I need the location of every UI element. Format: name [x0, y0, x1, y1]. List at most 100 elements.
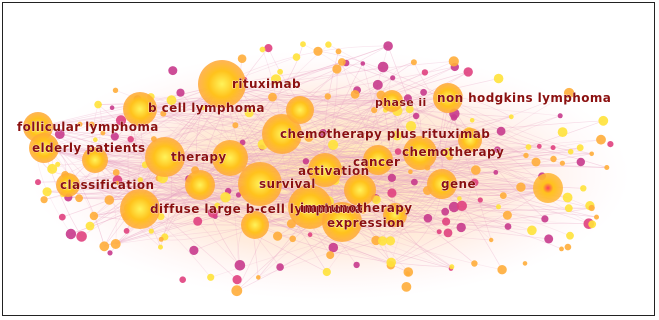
- minor-node[interactable]: [109, 105, 115, 110]
- minor-node[interactable]: [566, 231, 574, 240]
- label-expression[interactable]: expression: [327, 216, 405, 231]
- minor-node[interactable]: [112, 87, 119, 94]
- minor-node[interactable]: [420, 88, 427, 96]
- minor-node[interactable]: [77, 121, 83, 127]
- minor-node[interactable]: [401, 282, 412, 292]
- minor-node[interactable]: [448, 201, 460, 213]
- minor-node[interactable]: [353, 261, 360, 269]
- node-b-cell-lymphoma[interactable]: [123, 92, 157, 126]
- minor-node[interactable]: [110, 239, 121, 249]
- node-activation[interactable]: [308, 153, 342, 187]
- minor-node[interactable]: [232, 275, 242, 285]
- minor-node[interactable]: [112, 169, 120, 176]
- node-survival[interactable]: [238, 162, 282, 206]
- minor-node[interactable]: [559, 160, 566, 166]
- minor-node[interactable]: [276, 263, 284, 271]
- minor-node[interactable]: [564, 243, 572, 251]
- minor-node[interactable]: [493, 73, 504, 84]
- node-center-4[interactable]: [286, 96, 314, 124]
- minor-node[interactable]: [580, 185, 587, 192]
- minor-node[interactable]: [497, 265, 507, 275]
- minor-node[interactable]: [42, 187, 52, 197]
- minor-node[interactable]: [604, 165, 610, 170]
- label-gene[interactable]: gene: [441, 177, 476, 192]
- minor-node[interactable]: [300, 41, 306, 48]
- minor-node[interactable]: [289, 235, 297, 243]
- label-activation[interactable]: activation: [298, 164, 370, 179]
- minor-node[interactable]: [358, 204, 368, 214]
- minor-node[interactable]: [232, 122, 239, 129]
- minor-node[interactable]: [508, 114, 514, 120]
- minor-node[interactable]: [244, 108, 254, 118]
- minor-node[interactable]: [76, 231, 87, 242]
- minor-node[interactable]: [328, 242, 339, 253]
- minor-node[interactable]: [550, 155, 557, 163]
- minor-node[interactable]: [234, 260, 246, 271]
- minor-node[interactable]: [220, 192, 231, 203]
- minor-node[interactable]: [523, 152, 529, 159]
- minor-node[interactable]: [200, 104, 206, 111]
- node-center-2[interactable]: [344, 174, 376, 206]
- minor-node[interactable]: [589, 151, 594, 157]
- minor-node[interactable]: [557, 127, 568, 137]
- node-diffuse-large-b-cell-lymphoma[interactable]: [120, 189, 160, 229]
- minor-node[interactable]: [55, 161, 61, 167]
- minor-node[interactable]: [214, 202, 221, 209]
- minor-node[interactable]: [115, 180, 120, 186]
- minor-node[interactable]: [588, 220, 597, 229]
- minor-node[interactable]: [496, 126, 506, 136]
- label-phase-ii[interactable]: phase ii: [375, 96, 427, 110]
- label-diffuse-large-b-cell-lymphoma[interactable]: diffuse large b-cell lymphoma: [150, 202, 364, 217]
- minor-node[interactable]: [189, 245, 199, 255]
- minor-node[interactable]: [541, 215, 549, 223]
- minor-node[interactable]: [273, 231, 283, 241]
- label-follicular-lymphoma[interactable]: follicular lymphoma: [17, 120, 159, 135]
- minor-node[interactable]: [456, 200, 467, 211]
- minor-node[interactable]: [360, 61, 366, 66]
- minor-node[interactable]: [536, 143, 542, 149]
- minor-node[interactable]: [408, 169, 413, 175]
- minor-node[interactable]: [471, 165, 481, 175]
- minor-node[interactable]: [442, 217, 451, 226]
- node-center-5[interactable]: [458, 128, 482, 152]
- minor-node[interactable]: [421, 69, 429, 76]
- node-chemotherapy[interactable]: [403, 136, 437, 170]
- minor-node[interactable]: [471, 260, 478, 267]
- minor-node[interactable]: [168, 66, 178, 76]
- minor-node[interactable]: [557, 113, 563, 119]
- minor-node[interactable]: [607, 141, 614, 148]
- minor-node[interactable]: [469, 118, 475, 123]
- minor-node[interactable]: [264, 44, 273, 53]
- minor-node[interactable]: [477, 197, 483, 203]
- minor-node[interactable]: [550, 145, 556, 151]
- node-non-hodgkins-lymphoma[interactable]: [433, 83, 463, 113]
- label-immunotherapy[interactable]: immunotherapy: [300, 201, 413, 216]
- minor-node[interactable]: [322, 267, 331, 277]
- node-therapy[interactable]: [145, 137, 185, 177]
- minor-node[interactable]: [392, 130, 402, 141]
- minor-node[interactable]: [65, 228, 77, 240]
- minor-node[interactable]: [412, 112, 420, 120]
- minor-node[interactable]: [576, 144, 584, 152]
- minor-node[interactable]: [148, 228, 154, 234]
- node-center-6[interactable]: [82, 147, 108, 173]
- label-non-hodgkins-lymphoma[interactable]: non hodgkins lymphoma: [437, 91, 611, 106]
- minor-node[interactable]: [35, 179, 41, 186]
- minor-node[interactable]: [371, 107, 378, 114]
- minor-node[interactable]: [107, 250, 113, 256]
- minor-node[interactable]: [40, 196, 48, 204]
- label-classification[interactable]: classification: [60, 178, 155, 193]
- minor-node[interactable]: [525, 144, 532, 150]
- minor-node[interactable]: [123, 228, 130, 234]
- node-center-1[interactable]: [212, 140, 248, 176]
- minor-node[interactable]: [588, 204, 595, 212]
- label-survival[interactable]: survival: [259, 177, 316, 192]
- node-center-8[interactable]: [241, 211, 269, 239]
- minor-node[interactable]: [562, 192, 573, 203]
- minor-node[interactable]: [255, 275, 261, 280]
- minor-node[interactable]: [456, 222, 466, 233]
- node-chemotherapy-plus-rituximab[interactable]: [262, 114, 302, 154]
- minor-node[interactable]: [313, 46, 323, 56]
- minor-node[interactable]: [531, 157, 541, 167]
- minor-node[interactable]: [449, 264, 455, 270]
